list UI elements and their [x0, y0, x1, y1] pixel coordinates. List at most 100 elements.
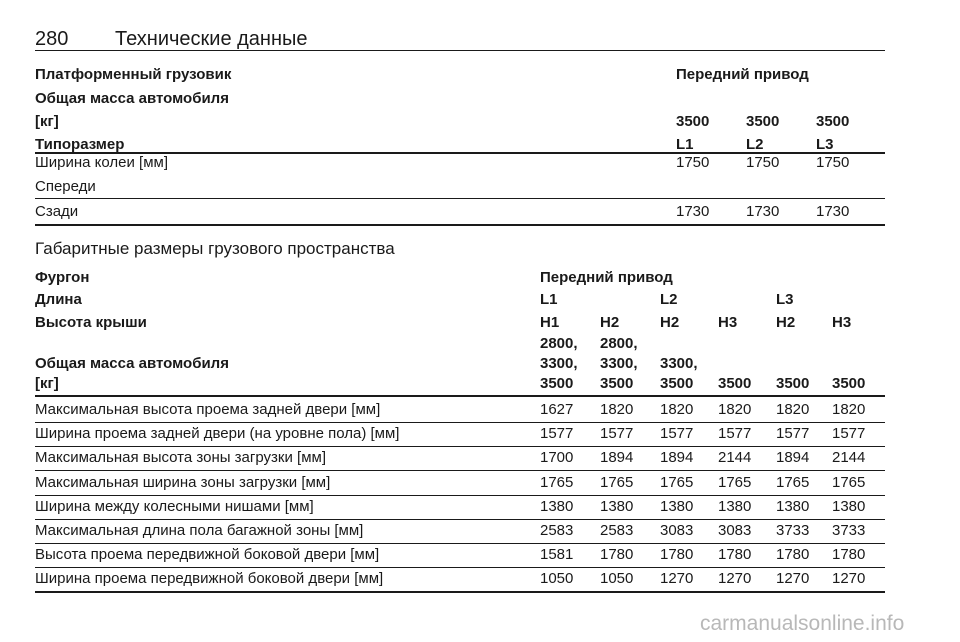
value-cell: 3733	[776, 522, 810, 539]
value-cell: 1380	[600, 497, 634, 515]
value-cell: 1780	[718, 546, 752, 564]
header-cell: L2	[746, 136, 764, 153]
row-label: Максимальная высота зоны загрузки [мм]	[35, 449, 326, 467]
header-cell: 3300,	[600, 355, 638, 372]
header-cell: H2	[600, 314, 620, 331]
header-cell: H3	[718, 314, 738, 331]
value-cell: 1577	[600, 425, 634, 443]
value-cell: 2144	[718, 449, 752, 467]
value-cell: 1780	[776, 546, 810, 564]
value-cell: 1765	[718, 473, 752, 491]
value-cell: 1050	[600, 570, 634, 588]
value-cell: 1820	[600, 401, 634, 418]
header-label: [кг]	[35, 375, 59, 392]
value-cell: 1894	[600, 449, 634, 467]
header-cell: 3300,	[540, 355, 578, 372]
value-cell: 1577	[718, 425, 752, 443]
value-cell: 3083	[660, 522, 694, 539]
value-cell: 2583	[600, 522, 634, 539]
value-cell: 1750	[746, 154, 780, 171]
header-cell: L1	[540, 291, 558, 308]
header-label: Общая масса автомобиля	[35, 355, 229, 372]
header-cell: L3	[816, 136, 834, 153]
value-cell: 1750	[816, 154, 850, 171]
header-cell: 2800,	[600, 335, 638, 352]
row-label: Ширина колеи [мм]	[35, 154, 168, 171]
header-label: Общая масса автомобиля	[35, 90, 229, 107]
section-title: Габаритные размеры грузового пространств…	[35, 239, 395, 258]
header-cell: 3500	[832, 375, 866, 392]
row-label: Сзади	[35, 203, 79, 220]
value-cell: 1577	[660, 425, 694, 443]
thick-rule	[35, 152, 885, 154]
header-cell: 3500	[600, 375, 634, 392]
value-cell: 1820	[718, 401, 752, 418]
row-label: Высота проема передвижной боковой двери …	[35, 546, 380, 564]
header-label: Платформенный грузовик	[35, 66, 232, 83]
value-cell: 3733	[832, 522, 866, 539]
header-label: Типоразмер	[35, 136, 125, 153]
row-label: Ширина между колесными нишами [мм]	[35, 497, 314, 515]
value-cell: 1270	[832, 570, 866, 588]
header-cell: 2800,	[540, 335, 578, 352]
value-cell: 1270	[718, 570, 752, 588]
value-cell: 1780	[832, 546, 866, 564]
value-cell: 1581	[540, 546, 574, 564]
header-cell: Передний привод	[540, 269, 673, 286]
row-rule	[35, 470, 885, 471]
value-cell: 1765	[600, 473, 634, 491]
value-cell: 1820	[832, 401, 866, 418]
thick-rule	[35, 224, 885, 226]
header-cell: Передний привод	[676, 66, 809, 83]
row-rule	[35, 446, 885, 447]
header-rule	[35, 50, 885, 51]
value-cell: 1820	[776, 401, 810, 418]
header-cell: L3	[776, 291, 794, 308]
value-cell: 1765	[540, 473, 574, 491]
header-cell: 3500	[660, 375, 694, 392]
row-label: Спереди	[35, 178, 96, 195]
value-cell: 1050	[540, 570, 574, 588]
header-cell: L1	[676, 136, 694, 153]
value-cell: 1627	[540, 401, 574, 418]
value-cell: 1894	[776, 449, 810, 467]
header-cell: 3500	[718, 375, 752, 392]
header-cell: H3	[832, 314, 852, 331]
value-cell: 1577	[832, 425, 866, 443]
header-label: Фургон	[35, 269, 90, 286]
row-label: Ширина проема задней двери (на уровне по…	[35, 425, 400, 443]
value-cell: 1380	[540, 497, 574, 515]
value-cell: 1577	[776, 425, 810, 443]
value-cell: 1780	[600, 546, 634, 564]
value-cell: 2583	[540, 522, 574, 539]
page-number: 280	[35, 28, 69, 50]
header-cell: L2	[660, 291, 678, 308]
value-cell: 1380	[660, 497, 694, 515]
header-label: [кг]	[35, 113, 59, 130]
value-cell: 3083	[718, 522, 752, 539]
value-cell: 1270	[776, 570, 810, 588]
row-rule	[35, 519, 885, 520]
thick-rule	[35, 591, 885, 593]
thick-rule	[35, 395, 885, 397]
value-cell: 1765	[832, 473, 866, 491]
value-cell: 1750	[676, 154, 710, 171]
header-cell: H2	[660, 314, 680, 331]
value-cell: 1380	[832, 497, 866, 515]
value-cell: 1765	[776, 473, 810, 491]
value-cell: 1270	[660, 570, 694, 588]
header-label: Высота крыши	[35, 314, 147, 331]
row-rule	[35, 567, 885, 568]
row-rule	[35, 495, 885, 496]
value-cell: 1380	[718, 497, 752, 515]
row-rule	[35, 422, 885, 423]
row-rule	[35, 543, 885, 544]
header-cell: 3300,	[660, 355, 698, 372]
value-cell: 1730	[816, 203, 850, 220]
value-cell: 1765	[660, 473, 694, 491]
header-cell: 3500	[776, 375, 810, 392]
row-label: Максимальная длина пола багажной зоны [м…	[35, 522, 364, 539]
value-cell: 1780	[660, 546, 694, 564]
value-cell: 1730	[676, 203, 710, 220]
